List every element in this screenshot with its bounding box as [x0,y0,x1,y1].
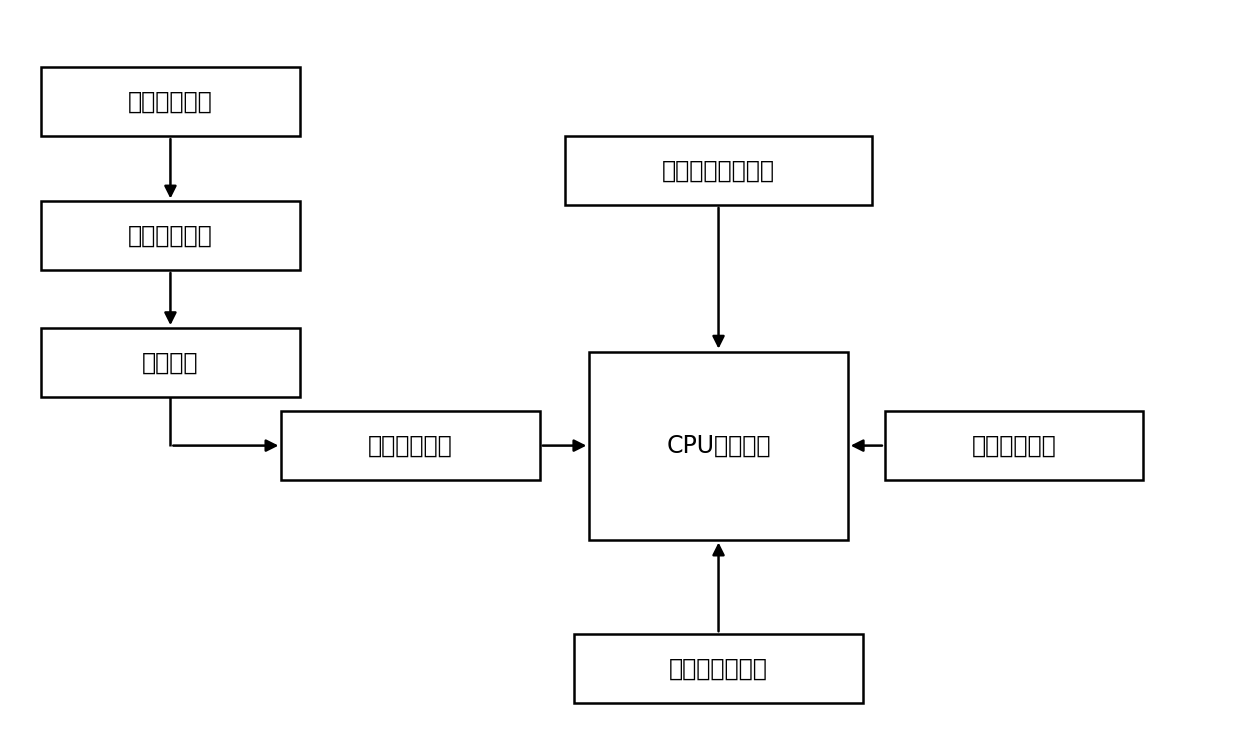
Bar [589,351,848,539]
Bar [564,136,873,205]
Bar [41,328,300,397]
Text: 低功耗管理电路: 低功耗管理电路 [670,657,768,681]
Text: 特殊处理电路: 特殊处理电路 [368,433,453,458]
Bar [574,634,863,703]
Text: 电压处理电路: 电压处理电路 [972,433,1056,458]
Text: 心电采集电路: 心电采集电路 [128,90,213,114]
Text: 信号放大电路: 信号放大电路 [128,224,213,247]
Bar [41,67,300,136]
Text: 蓝牙数据传输电路: 蓝牙数据传输电路 [662,159,775,182]
Bar [41,201,300,270]
Bar [885,411,1143,480]
Text: 滤波电路: 滤波电路 [143,351,198,374]
Text: CPU最小电路: CPU最小电路 [666,433,771,458]
Bar [281,411,539,480]
